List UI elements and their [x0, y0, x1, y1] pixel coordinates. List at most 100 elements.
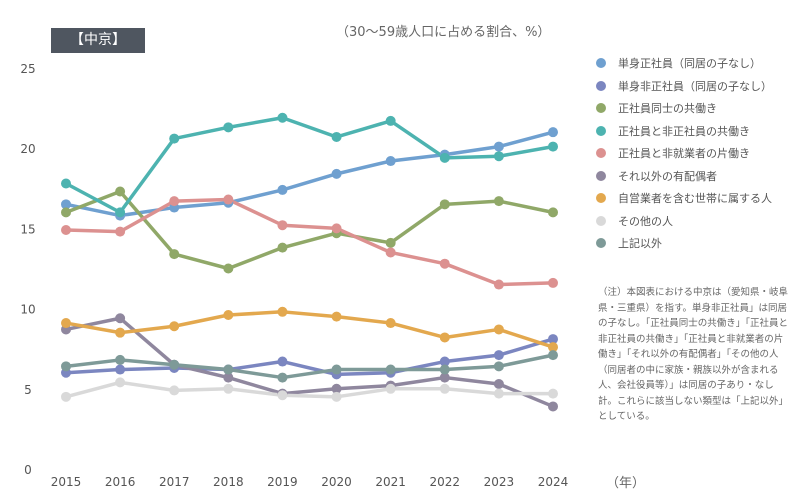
data-point — [115, 354, 126, 365]
x-tick-label: 2019 — [267, 475, 298, 489]
data-point — [277, 306, 288, 317]
legend-label: 上記以外 — [618, 237, 662, 251]
data-point — [493, 388, 504, 399]
series-line — [65, 353, 554, 380]
legend-label: 正社員と非正社員の共働き — [618, 124, 750, 138]
data-point — [223, 372, 234, 383]
legend-item: 上記以外 — [596, 232, 772, 255]
legend-item: 自営業者を含む世帯に属する人 — [596, 187, 772, 210]
region-tag: 【中京】 — [51, 28, 145, 53]
legend-marker — [596, 103, 606, 114]
data-point — [277, 220, 288, 231]
data-point — [548, 141, 558, 152]
data-point — [277, 112, 288, 123]
data-point — [115, 327, 126, 338]
legend-label: 単身正社員（同居の子なし） — [618, 57, 761, 71]
data-point — [331, 364, 342, 375]
data-point — [61, 361, 71, 372]
data-point — [169, 133, 180, 144]
series-line — [65, 197, 554, 287]
data-point — [548, 388, 558, 399]
x-tick-label: 2023 — [484, 475, 515, 489]
y-tick-label: 5 — [24, 383, 32, 397]
chart-subtitle: （30〜59歳人口に占める割合、%） — [336, 25, 551, 40]
data-point — [277, 372, 288, 383]
legend-label: それ以外の有配偶者 — [618, 169, 717, 183]
y-tick-label: 20 — [20, 142, 35, 156]
data-point — [61, 178, 71, 189]
legend-label: 正社員同士の共働き — [618, 102, 717, 116]
footnote: （注）本図表における中京は（愛知県・岐阜県・三重県）を指す。単身非正社員」は同居… — [598, 287, 789, 422]
data-point — [439, 356, 450, 367]
data-point — [493, 279, 504, 290]
data-point — [548, 401, 558, 412]
data-point — [277, 184, 288, 195]
legend-item: それ以外の有配偶者 — [596, 165, 772, 188]
x-tick-label: 2015 — [51, 475, 82, 489]
data-point — [169, 196, 180, 207]
data-point — [277, 242, 288, 253]
data-point — [115, 207, 126, 218]
legend-marker — [596, 125, 606, 136]
data-point — [169, 321, 180, 332]
legend-marker — [596, 170, 606, 181]
data-point — [385, 237, 396, 248]
x-tick-label: 2022 — [430, 475, 461, 489]
data-point — [493, 361, 504, 372]
data-point — [223, 310, 234, 321]
legend-item: 正社員同士の共働き — [596, 97, 772, 120]
data-point — [223, 122, 234, 133]
series-line — [65, 316, 554, 409]
legend-marker — [596, 215, 606, 226]
data-point — [548, 207, 558, 218]
series-line — [65, 310, 554, 349]
y-tick-label: 15 — [20, 222, 35, 236]
data-point — [385, 383, 396, 394]
data-point — [439, 258, 450, 269]
data-point — [169, 359, 180, 370]
data-point — [439, 332, 450, 343]
data-point — [439, 383, 450, 394]
data-point — [223, 194, 234, 205]
data-point — [331, 223, 342, 234]
series-line — [65, 130, 554, 218]
data-point — [223, 383, 234, 394]
legend-item: 単身正社員（同居の子なし） — [596, 52, 772, 75]
data-point — [385, 247, 396, 258]
legend: 単身正社員（同居の子なし） 単身非正社員（同居の子なし） 正社員同士の共働き正社員と… — [596, 52, 772, 255]
data-point — [493, 141, 504, 152]
data-point — [223, 263, 234, 274]
data-point — [61, 225, 71, 236]
series-line — [65, 380, 553, 399]
data-point — [548, 127, 558, 138]
series-line — [65, 337, 554, 377]
y-tick-label: 10 — [20, 303, 35, 317]
data-point — [115, 377, 126, 388]
data-point — [115, 364, 126, 375]
data-point — [385, 318, 396, 329]
x-tick-label: 2021 — [375, 475, 406, 489]
data-point — [439, 199, 450, 210]
legend-label: 単身非正社員（同居の子なし） — [618, 79, 772, 93]
x-tick-label: 2024 — [538, 475, 569, 489]
data-point — [385, 364, 396, 375]
legend-label: その他の人 — [618, 214, 673, 228]
data-point — [61, 207, 71, 218]
x-tick-label: 2016 — [105, 475, 136, 489]
data-point — [385, 115, 396, 126]
data-point — [331, 383, 342, 394]
data-point — [331, 311, 342, 322]
data-point — [493, 378, 504, 389]
y-tick-label: 0 — [24, 463, 32, 477]
data-point — [331, 168, 342, 179]
legend-item: 正社員と非就業者の片働き — [596, 142, 772, 165]
data-point — [548, 350, 558, 361]
data-point — [223, 364, 234, 375]
data-point — [439, 372, 450, 383]
x-tick-label: 2018 — [213, 475, 244, 489]
data-point — [277, 356, 288, 367]
legend-item: 単身非正社員（同居の子なし） — [596, 75, 772, 98]
legend-item: 正社員と非正社員の共働き — [596, 120, 772, 143]
legend-marker — [596, 238, 606, 249]
